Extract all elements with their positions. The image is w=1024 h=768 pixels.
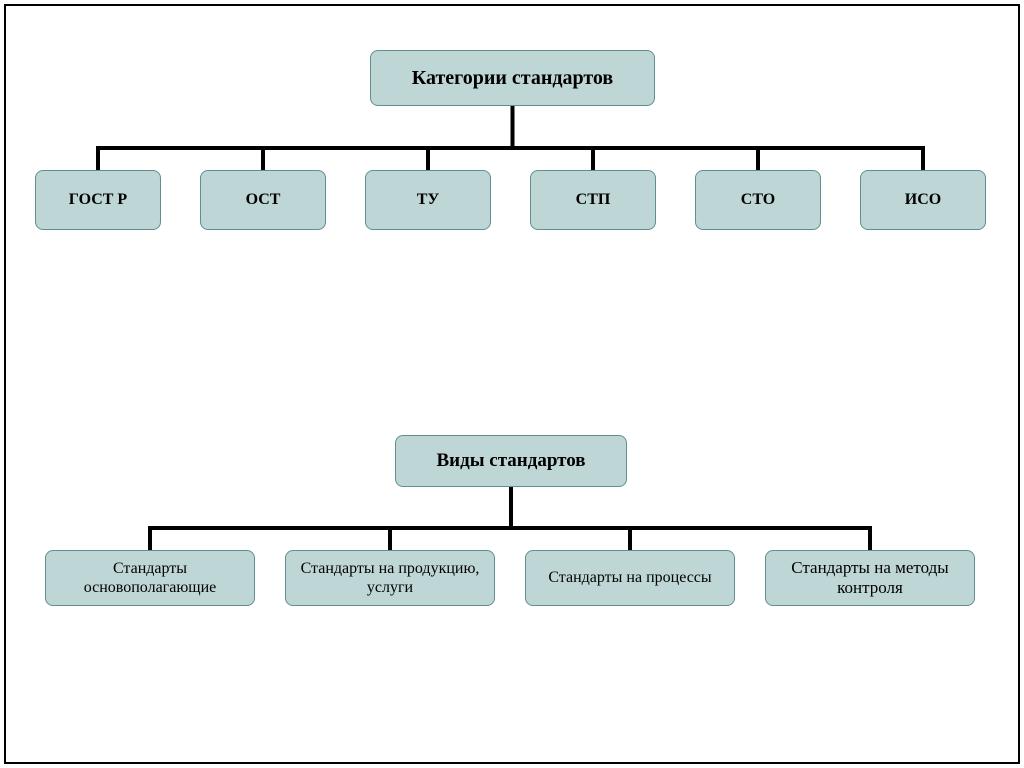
diagram-canvas: Категории стандартов ГОСТ Р ОСТ ТУ СТП СТО ИСО… (0, 0, 1024, 768)
tree-child-node: ОСТ (200, 170, 326, 230)
tree-child-node: Стандарты основополагающие (45, 550, 255, 606)
tree-child-node: ТУ (365, 170, 491, 230)
tree-child-node: СТП (530, 170, 656, 230)
tree-child-node: ИСО (860, 170, 986, 230)
outer-frame (4, 4, 1020, 764)
tree-child-node: СТО (695, 170, 821, 230)
tree-root-node: Виды стандартов (395, 435, 627, 487)
tree-root-node: Категории стандартов (370, 50, 655, 106)
tree-child-node: Стандарты на продукцию, услуги (285, 550, 495, 606)
tree-child-node: ГОСТ Р (35, 170, 161, 230)
tree-child-node: Стандарты на процессы (525, 550, 735, 606)
tree-child-node: Стандарты на методы контроля (765, 550, 975, 606)
